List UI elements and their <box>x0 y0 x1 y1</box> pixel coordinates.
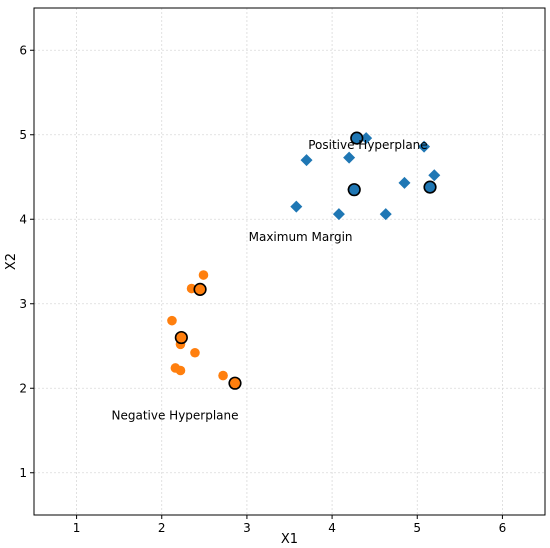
diamond-point <box>290 200 303 213</box>
y-tick-label: 2 <box>19 381 27 395</box>
diamond-point <box>332 208 345 221</box>
support-vectors <box>174 131 437 390</box>
diamond-point <box>300 154 313 167</box>
x-tick-label: 3 <box>243 521 251 535</box>
x-tick-label: 4 <box>328 521 336 535</box>
x-tick-label: 5 <box>413 521 421 535</box>
annotations: Positive Hyperplane Maximum Margin Negativ… <box>112 138 428 422</box>
support-vector-point <box>228 376 242 390</box>
support-vector-point <box>350 131 364 145</box>
x-axis-label: X1 <box>281 532 298 547</box>
support-vector-point <box>193 282 207 296</box>
circle-point <box>218 370 228 381</box>
grid <box>34 8 545 515</box>
y-axis-label: X2 <box>4 253 19 270</box>
diamond-point <box>428 169 441 182</box>
y-tick-label: 5 <box>19 128 27 142</box>
diamond-point <box>343 151 356 164</box>
circle-point <box>198 270 209 280</box>
plot-frame <box>33 7 546 516</box>
diamond-point <box>360 132 373 145</box>
y-tick-label: 6 <box>19 43 27 57</box>
x-tick-label: 6 <box>499 521 507 535</box>
x-tick-label: 2 <box>158 521 166 535</box>
support-vector-point <box>347 183 361 197</box>
diamond-point <box>379 208 392 221</box>
circle-point <box>190 347 200 358</box>
diamond-point <box>418 140 431 153</box>
diamond-point <box>398 176 411 189</box>
y-tick-label: 3 <box>19 297 27 311</box>
circle-point <box>167 315 177 326</box>
y-tick-label: 1 <box>19 466 27 480</box>
support-vector-point <box>174 330 188 345</box>
circle-point <box>175 365 186 376</box>
axis-ticks: 1 2 3 4 5 6 1 2 3 4 5 6 <box>19 43 506 535</box>
y-tick-label: 4 <box>19 212 27 226</box>
x-tick-label: 1 <box>73 521 81 535</box>
annotation-label: Positive Hyperplane <box>308 138 427 152</box>
annotation-label: Maximum Margin <box>249 230 353 244</box>
annotation-label: Negative Hyperplane <box>112 409 239 423</box>
data-points <box>167 132 441 388</box>
support-vector-point <box>423 180 437 194</box>
